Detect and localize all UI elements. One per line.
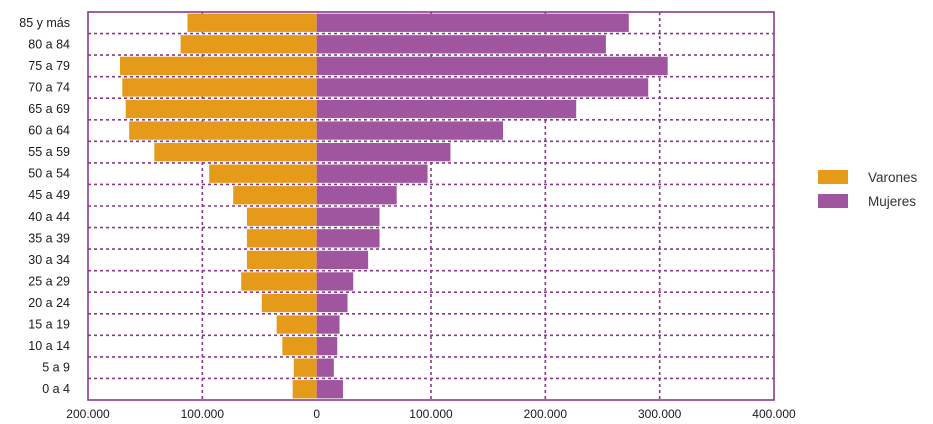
bar-varones: [233, 186, 317, 205]
y-tick-label: 55 a 59: [28, 145, 70, 159]
y-tick-label: 60 a 64: [28, 124, 70, 138]
bar-varones: [246, 250, 317, 270]
bar-mujeres: [316, 13, 629, 32]
y-tick-label: 30 a 34: [28, 253, 70, 267]
bar-varones: [246, 229, 317, 248]
bar-mujeres: [316, 121, 504, 140]
legend-item-varones: Varones: [818, 165, 917, 189]
y-tick-label: 0 a 4: [42, 382, 70, 396]
bar-varones: [180, 35, 317, 54]
bar-mujeres: [316, 229, 380, 248]
bar-varones: [209, 164, 317, 183]
legend-label-mujeres: Mujeres: [868, 193, 917, 209]
bar-varones: [276, 315, 317, 334]
bar-mujeres: [316, 293, 348, 313]
bar-mujeres: [316, 250, 369, 270]
bar-varones: [292, 380, 317, 399]
y-tick-label: 70 a 74: [28, 80, 70, 94]
y-tick-label: 65 a 69: [28, 102, 70, 116]
legend: Varones Mujeres: [818, 165, 917, 213]
bar-mujeres: [316, 99, 577, 119]
legend-swatch-mujeres: [818, 194, 848, 208]
bar-varones: [120, 56, 317, 76]
y-tick-label: 10 a 14: [28, 339, 70, 353]
chart-grid: [88, 12, 774, 400]
y-tick-label: 50 a 54: [28, 167, 70, 181]
legend-label-varones: Varones: [868, 169, 918, 185]
bar-mujeres: [316, 336, 338, 356]
y-axis-labels: 85 y más 80 a 84 75 a 79 70 a 74 65 a 69 60 a…: [19, 16, 70, 396]
plot-frame: [87, 11, 775, 401]
plot-border: [87, 11, 775, 401]
chart-bars: [120, 13, 668, 399]
bar-varones: [246, 207, 317, 226]
bar-mujeres: [316, 142, 451, 162]
legend-item-mujeres: Mujeres: [818, 189, 917, 213]
x-tick-label: 200.000: [524, 407, 568, 421]
bar-varones: [129, 121, 317, 140]
bar-mujeres: [316, 272, 354, 291]
y-tick-label: 20 a 24: [28, 296, 70, 310]
y-tick-label: 35 a 39: [28, 231, 70, 245]
bar-varones: [122, 78, 317, 97]
bar-varones: [241, 272, 317, 291]
bar-mujeres: [316, 78, 649, 97]
bar-mujeres: [316, 186, 397, 205]
x-tick-label: 0: [313, 407, 320, 421]
x-axis-labels: 200.000 100.000 0 100.000 200.000 300.000 400.…: [66, 407, 796, 421]
y-tick-label: 45 a 49: [28, 188, 70, 202]
y-tick-label: 40 a 44: [28, 210, 70, 224]
bar-mujeres: [316, 35, 606, 54]
bar-varones: [154, 142, 317, 162]
legend-swatch-varones: [818, 170, 848, 184]
bar-varones: [187, 13, 317, 32]
bar-mujeres: [316, 164, 428, 183]
y-tick-label: 25 a 29: [28, 274, 70, 288]
y-tick-label: 80 a 84: [28, 37, 70, 51]
x-tick-label: 300.000: [638, 407, 682, 421]
x-tick-label: 400.000: [752, 407, 796, 421]
bar-mujeres: [316, 315, 340, 334]
bar-varones: [293, 358, 317, 377]
y-tick-label: 5 a 9: [42, 361, 70, 375]
x-tick-label: 100.000: [181, 407, 225, 421]
y-tick-label: 75 a 79: [28, 59, 70, 73]
y-tick-label: 85 y más: [19, 16, 70, 30]
bar-mujeres: [316, 380, 343, 399]
bar-varones: [282, 336, 317, 356]
x-tick-label: 200.000: [66, 407, 110, 421]
y-tick-label: 15 a 19: [28, 318, 70, 332]
x-tick-label: 100.000: [409, 407, 453, 421]
bar-mujeres: [316, 56, 668, 76]
bar-varones: [261, 293, 317, 313]
bar-mujeres: [316, 358, 334, 377]
bar-mujeres: [316, 207, 380, 226]
bar-varones: [125, 99, 317, 119]
